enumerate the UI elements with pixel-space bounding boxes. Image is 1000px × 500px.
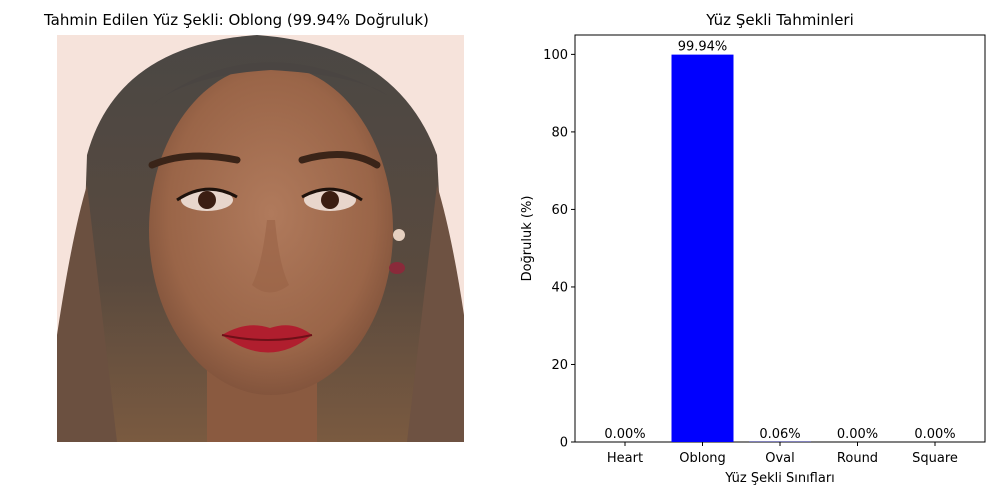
data-label-oval: 0.06% [759,427,800,442]
x-tick-label-round: Round [837,451,878,466]
face-photo [57,35,464,442]
x-tick-label-oval: Oval [765,451,795,466]
x-tick-label-oblong: Oblong [679,451,726,466]
y-tick-label-40: 40 [551,280,568,295]
data-label-square: 0.00% [914,427,955,442]
chart-title: Yüz Şekli Tahminleri [706,11,854,29]
x-tick-label-square: Square [912,451,958,466]
y-tick-label-60: 60 [551,203,568,218]
data-label-oblong: 99.94% [678,40,728,55]
y-tick-label-100: 100 [543,48,568,63]
x-axis-label: Yüz Şekli Sınıfları [724,471,835,486]
plot-area [574,34,986,443]
x-tick-label-heart: Heart [607,451,643,466]
data-label-heart: 0.00% [604,427,645,442]
y-tick-label-80: 80 [551,125,568,140]
predicted-face-shape-title: Tahmin Edilen Yüz Şekli: Oblong (99.94% … [44,11,429,29]
y-tick-label-20: 20 [551,358,568,373]
y-tick-label-0: 0 [560,436,568,451]
data-label-round: 0.00% [837,427,878,442]
bar-oblong [671,54,734,442]
y-axis-label: Doğruluk (%) [520,196,535,282]
